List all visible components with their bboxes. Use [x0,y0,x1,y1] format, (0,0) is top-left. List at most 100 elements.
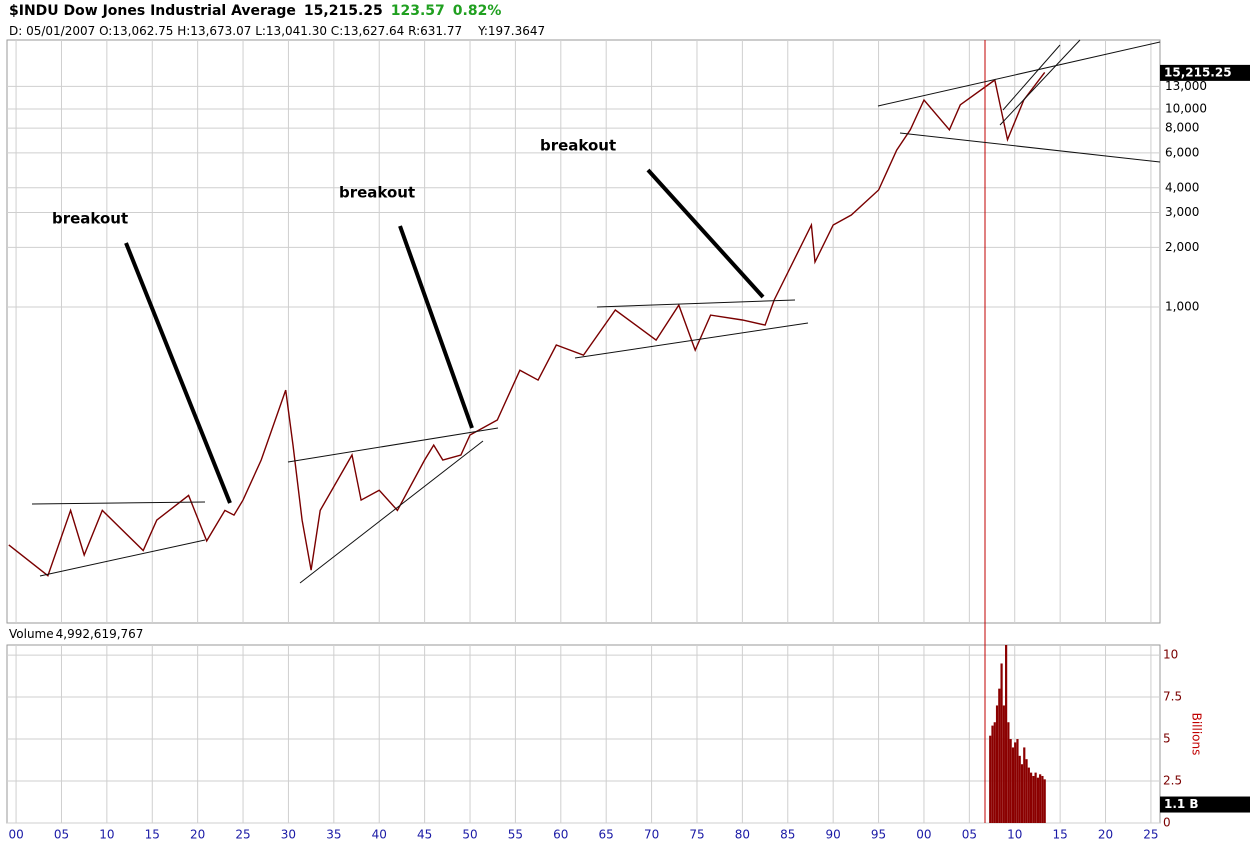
last-value-tag [1160,64,1250,81]
volume-bar [1007,722,1010,823]
x-tick-label: 10 [99,828,114,842]
y-tick-label: 5 [1163,732,1171,746]
x-tick-label: 40 [372,828,387,842]
y-tick-label: 2,000 [1165,240,1199,254]
y-tick-label: 4,000 [1165,180,1199,194]
y-tick-label: 2.5 [1163,774,1182,788]
volume-total: 4,992,619,767 [56,627,144,641]
volume-bar [1011,747,1015,823]
volume-bar [991,725,994,823]
last-price: 15,215.25 [304,3,383,19]
y-tick-label: 13,000 [1165,79,1207,93]
y-tick-label: 7.5 [1163,690,1182,704]
x-tick-label: 20 [1098,828,1113,842]
volume-bar [1002,705,1005,823]
y-axis-title: Billions [1190,713,1204,756]
volume-bar [1029,772,1033,823]
x-tick-label: 75 [689,828,704,842]
volume-bar [1027,767,1030,823]
volume-bar [1014,742,1017,823]
x-tick-label: 25 [235,828,250,842]
trend-line [877,41,1161,107]
labels: 00 05 10 15 20 25 30 35 40 45 50 55 60 65 70 75 80 85 90 95… [8,64,1250,842]
last-value-label: 15,215.25 [1164,65,1232,79]
last-value-label: 1.1 B [1164,797,1199,811]
x-tick-label: 00 [8,828,23,842]
trend-line [999,39,1081,126]
volume-bar [1009,739,1012,823]
volume-bar [1023,747,1026,823]
trend-line [299,440,484,584]
annotation: breakout [52,210,128,228]
y-tick-label: 6,000 [1165,145,1199,159]
x-tick-label: 90 [826,828,841,842]
trend-lines [31,39,1161,584]
x-tick-label: 15 [1052,828,1067,842]
x-tick-label: 30 [281,828,296,842]
volume-bar [1036,777,1039,823]
trend-line [39,539,206,577]
x-tick-label: 55 [508,828,523,842]
y-readout: Y:197.3647 [477,24,545,38]
x-tick-label: 95 [871,828,886,842]
arrow [398,225,474,429]
trend-line [574,322,809,359]
symbol: $INDU Dow Jones Industrial Average [9,3,296,19]
trend-line [1002,44,1061,111]
volume-bar [1000,663,1003,823]
trend-line [287,427,499,463]
x-tick-label: 35 [326,828,341,842]
x-tick-label: 25 [1143,828,1158,842]
y-tick-label: 3,000 [1165,205,1199,219]
grid [7,40,1160,824]
volume-bar [998,688,1001,823]
x-tick-label: 45 [417,828,432,842]
volume-bar [1020,764,1024,823]
trend-line [899,132,1161,163]
x-tick-label: 65 [599,828,614,842]
y-tick-label: 10,000 [1165,101,1207,115]
volume-bar [1043,779,1046,823]
price-line [8,71,1046,577]
volume-bar [1034,772,1037,823]
y-tick-label: 8,000 [1165,121,1199,135]
x-tick-label: 05 [54,828,69,842]
arrow [646,168,765,299]
volume-bar [1039,774,1042,823]
info-line: D: 05/01/2007 O:13,062.75 H:13,673.07 L:… [9,24,545,38]
ohlc: D: 05/01/2007 O:13,062.75 H:13,673.07 L:… [9,24,462,38]
volume-bar [1018,755,1021,823]
annotation: breakout [540,137,616,155]
x-tick-label: 05 [962,828,977,842]
plot [8,71,1046,823]
change-pct: 0.82% [453,3,502,19]
header: $INDU Dow Jones Industrial Average 15,215… [9,3,501,19]
arrow [124,242,232,504]
x-tick-label: 70 [644,828,659,842]
last-value-tag [1160,796,1250,813]
y-tick-label: 1,000 [1165,300,1199,314]
x-tick-label: 10 [1007,828,1022,842]
trend-line [31,501,206,505]
volume-bar [989,735,992,823]
volume-bar [993,722,996,823]
y-tick-label: 10 [1163,648,1178,662]
volume-bar [1005,645,1008,823]
x-tick-label: 80 [735,828,750,842]
x-tick-label: 60 [553,828,568,842]
price-panel [6,39,1161,624]
volume-header: Volume 4,992,619,767 [9,627,143,641]
x-tick-label: 20 [190,828,205,842]
change: 123.57 [391,3,445,19]
volume-bar [1025,759,1028,823]
x-tick-label: 85 [780,828,795,842]
volume-bar [995,705,999,823]
volume-bar [1032,775,1035,823]
y-tick-label: 0 [1163,816,1171,830]
trend-line [596,299,796,308]
x-tick-label: 15 [145,828,160,842]
volume-bar [1016,739,1019,823]
volume-label: Volume [9,627,54,641]
